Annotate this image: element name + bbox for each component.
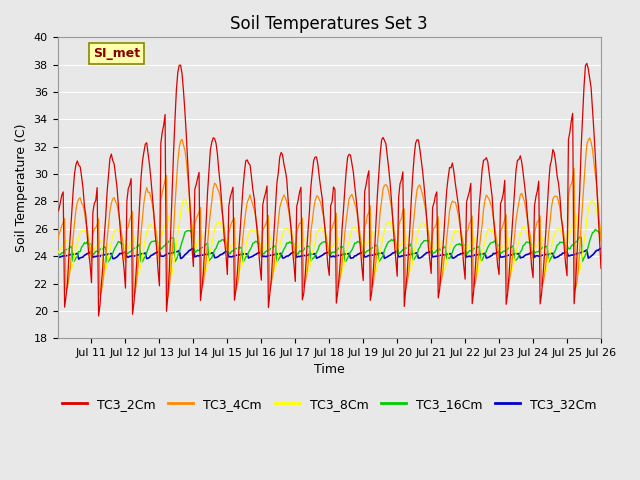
- Y-axis label: Soil Temperature (C): Soil Temperature (C): [15, 123, 28, 252]
- Title: Soil Temperatures Set 3: Soil Temperatures Set 3: [230, 15, 428, 33]
- Text: SI_met: SI_met: [93, 47, 140, 60]
- X-axis label: Time: Time: [314, 363, 344, 376]
- Legend: TC3_2Cm, TC3_4Cm, TC3_8Cm, TC3_16Cm, TC3_32Cm: TC3_2Cm, TC3_4Cm, TC3_8Cm, TC3_16Cm, TC3…: [57, 393, 601, 416]
